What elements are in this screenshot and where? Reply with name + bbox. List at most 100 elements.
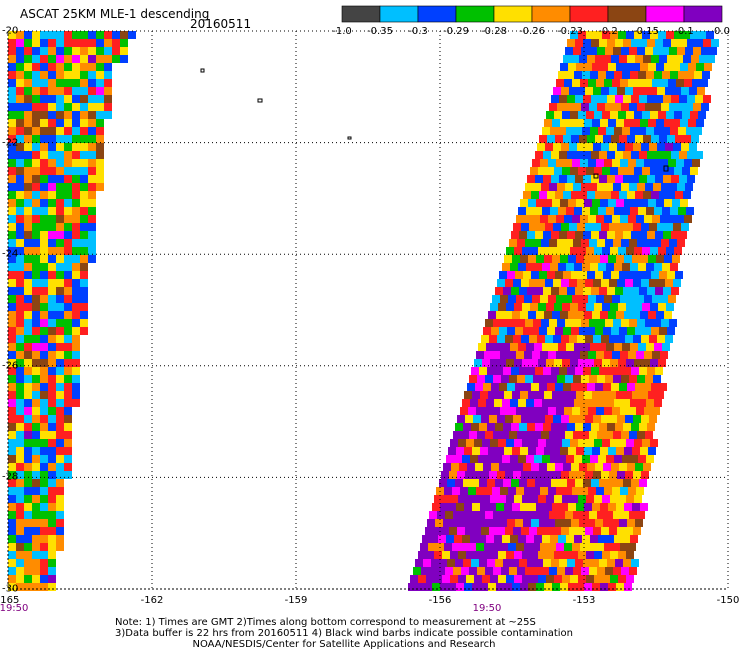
wind-cell xyxy=(16,31,24,39)
wind-cell xyxy=(667,271,675,279)
wind-cell xyxy=(529,335,537,343)
wind-cell xyxy=(619,383,627,391)
wind-cell xyxy=(669,319,677,327)
wind-cell xyxy=(32,559,40,567)
colorbar-label: -0.2 xyxy=(598,26,618,37)
wind-cell xyxy=(534,207,542,215)
wind-cell xyxy=(605,319,613,327)
wind-cell xyxy=(64,199,72,207)
wind-cell xyxy=(32,375,40,383)
wind-cell xyxy=(551,95,559,103)
wind-cell xyxy=(615,231,623,239)
wind-cell xyxy=(612,543,620,551)
wind-cell xyxy=(492,543,500,551)
wind-cell xyxy=(606,207,614,215)
wind-cell xyxy=(415,559,423,567)
wind-cell xyxy=(648,199,656,207)
wind-cell xyxy=(608,391,616,399)
wind-cell xyxy=(622,263,630,271)
wind-cell xyxy=(56,199,64,207)
wind-cell xyxy=(538,167,546,175)
wind-cell xyxy=(627,191,635,199)
wind-cell xyxy=(445,567,453,575)
wind-cell xyxy=(104,63,112,71)
wind-cell xyxy=(690,111,698,119)
wind-cell xyxy=(24,343,32,351)
wind-cell xyxy=(604,215,612,223)
wind-cell xyxy=(711,39,719,47)
wind-cell xyxy=(516,295,524,303)
wind-cell xyxy=(24,143,32,151)
wind-cell xyxy=(442,495,450,503)
wind-cell xyxy=(40,511,48,519)
wind-cell xyxy=(556,487,564,495)
wind-cell xyxy=(695,39,703,47)
wind-cell xyxy=(423,559,431,567)
wind-cell xyxy=(605,183,613,191)
wind-cell xyxy=(610,111,618,119)
wind-cell xyxy=(642,247,650,255)
wind-cell xyxy=(64,47,72,55)
wind-cell xyxy=(550,343,558,351)
wind-cell xyxy=(8,143,16,151)
wind-cell xyxy=(32,111,40,119)
wind-cell xyxy=(56,335,64,343)
wind-cell xyxy=(88,151,96,159)
wind-cell xyxy=(616,63,624,71)
wind-cell xyxy=(40,135,48,143)
wind-cell xyxy=(552,311,560,319)
wind-cell xyxy=(533,239,541,247)
wind-cell xyxy=(659,55,667,63)
wind-cell xyxy=(682,111,690,119)
wind-cell xyxy=(585,143,593,151)
wind-cell xyxy=(678,127,686,135)
wind-cell xyxy=(430,535,438,543)
wind-cell xyxy=(48,327,56,335)
wind-cell xyxy=(623,95,631,103)
wind-cell xyxy=(611,327,619,335)
wind-cell xyxy=(551,231,559,239)
wind-cell xyxy=(658,359,666,367)
wind-cell xyxy=(485,375,493,383)
wind-cell xyxy=(96,95,104,103)
wind-cell xyxy=(653,239,661,247)
wind-cell xyxy=(579,271,587,279)
wind-cell xyxy=(104,103,112,111)
wind-cell xyxy=(634,167,642,175)
wind-cell xyxy=(80,175,88,183)
wind-cell xyxy=(695,95,703,103)
wind-cell xyxy=(507,383,515,391)
wind-cell xyxy=(597,567,605,575)
wind-cell xyxy=(537,279,545,287)
wind-cell xyxy=(500,295,508,303)
wind-cell xyxy=(653,319,661,327)
wind-cell xyxy=(654,343,662,351)
wind-cell xyxy=(593,223,601,231)
wind-cell xyxy=(8,175,16,183)
wind-cell xyxy=(635,135,643,143)
wind-cell xyxy=(552,503,560,511)
wind-cell xyxy=(648,119,656,127)
wind-cell xyxy=(598,263,606,271)
wind-cell xyxy=(96,119,104,127)
wind-cell xyxy=(539,327,547,335)
wind-cell xyxy=(418,551,426,559)
wind-cell xyxy=(80,111,88,119)
wind-cell xyxy=(617,223,625,231)
wind-cell xyxy=(8,215,16,223)
wind-cell xyxy=(593,471,601,479)
wind-cell xyxy=(550,263,558,271)
wind-cell xyxy=(654,263,662,271)
wind-cell xyxy=(40,95,48,103)
wind-cell xyxy=(651,55,659,63)
wind-cell xyxy=(64,343,72,351)
wind-cell xyxy=(432,503,440,511)
wind-cell xyxy=(465,415,473,423)
wind-cell xyxy=(24,439,32,447)
wind-cell xyxy=(482,359,490,367)
wind-cell xyxy=(549,375,557,383)
wind-cell xyxy=(513,279,521,287)
wind-cell xyxy=(561,223,569,231)
wind-cell xyxy=(629,47,637,55)
wind-cell xyxy=(72,399,80,407)
